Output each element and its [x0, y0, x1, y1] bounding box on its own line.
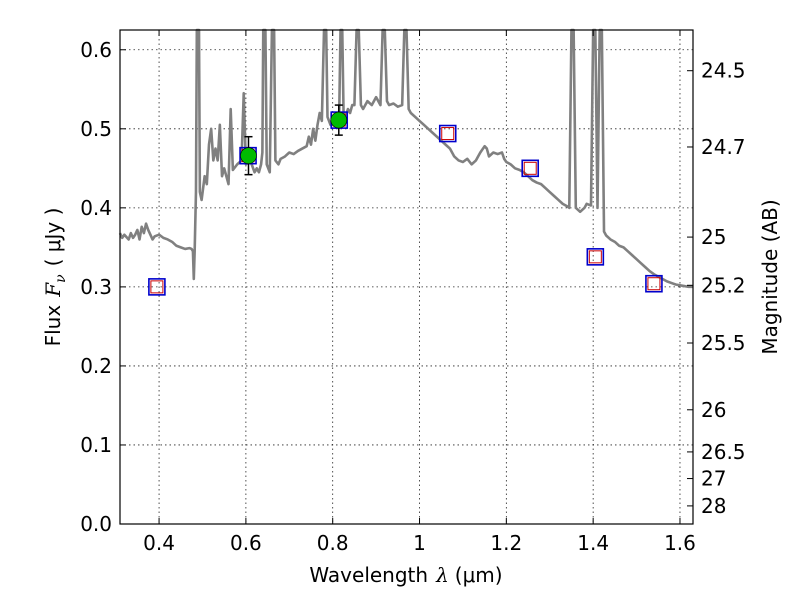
- y2-axis-label: Magnitude (AB): [758, 199, 782, 354]
- x-tick-label: 0.4: [143, 531, 175, 555]
- x-tick-label: 0.6: [230, 531, 262, 555]
- model-photometry-square: [521, 159, 540, 178]
- x-tick-label: 1.6: [664, 531, 696, 555]
- y-tick-label: 0.5: [80, 117, 112, 141]
- y2-tick-label: 25.5: [701, 331, 746, 355]
- plot-frame: [119, 29, 694, 525]
- x-tick-label: 0.8: [317, 531, 349, 555]
- x-tick-label: 1: [413, 531, 426, 555]
- model-photometry-square: [645, 274, 663, 293]
- y-tick-label: 0.4: [80, 196, 112, 220]
- grid-layer: [120, 30, 693, 525]
- y-tick-label: 0.2: [80, 354, 112, 378]
- y2-tick-label: 26: [701, 398, 726, 422]
- x-tick-label: 1.2: [490, 531, 522, 555]
- model-photometry-inner-square: [588, 250, 602, 264]
- model-photometry-inner-square: [150, 280, 164, 294]
- tick-layer: 0.4 0.6 0.8 1 1.2 1.4 1.6 0.0 0.1 0.2 0.3 0.4 0.5 0.6…: [80, 30, 746, 555]
- y2-tick-label: 27: [701, 467, 726, 491]
- model-photometry-inner-square: [647, 277, 661, 291]
- x-tick-label: 1.4: [577, 531, 609, 555]
- y2-tick-label: 25.2: [701, 273, 746, 297]
- x-axis-label: Wavelength λ (μm): [309, 563, 502, 587]
- y2-tick-label: 24.7: [701, 135, 746, 159]
- model-photometry-square: [438, 124, 457, 143]
- y2-tick-label: 26.5: [701, 440, 746, 464]
- model-photometry-inner-square: [441, 127, 455, 141]
- plot-layer: [118, 28, 693, 296]
- y2-tick-label: 24.5: [701, 59, 746, 83]
- y-tick-label: 0.0: [80, 512, 112, 536]
- y2-tick-label: 25: [701, 225, 726, 249]
- detection-point: [330, 111, 348, 129]
- model-photometry-square: [148, 278, 166, 296]
- y-tick-label: 0.6: [80, 38, 112, 62]
- model-photometry-square: [586, 248, 605, 266]
- y-tick-label: 0.3: [80, 275, 112, 299]
- spectrum-line: [118, 28, 693, 289]
- y-tick-label: 0.1: [80, 433, 112, 457]
- detection-point: [240, 147, 257, 164]
- y-axis-label: FluxFν( μJy ): [41, 208, 69, 347]
- y2-tick-label: 28: [701, 494, 726, 518]
- model-photometry-inner-square: [523, 161, 537, 175]
